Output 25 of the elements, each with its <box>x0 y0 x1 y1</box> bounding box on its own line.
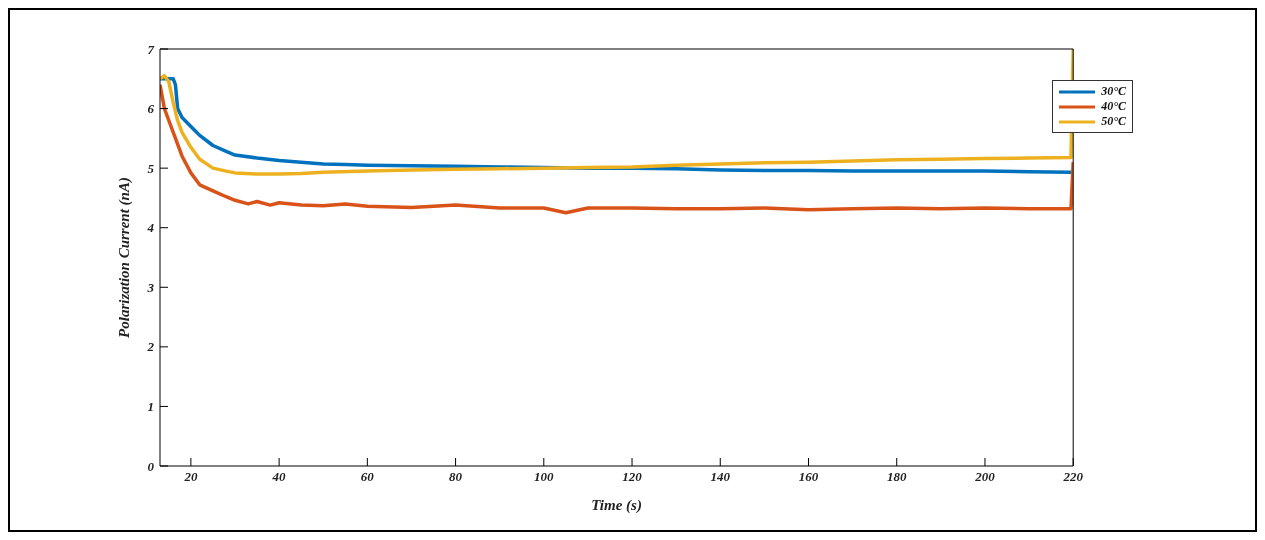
y-tick-label: 6 <box>147 101 155 117</box>
y-tick-label: 0 <box>147 458 155 474</box>
x-tick-label: 60 <box>360 469 375 485</box>
y-axis-title: Polarization Current (nA) <box>116 177 134 338</box>
x-axis-title: Time (s) <box>591 497 642 514</box>
x-tick-label: 160 <box>798 469 819 485</box>
x-tick-label: 200 <box>974 469 996 485</box>
x-tick-label: 80 <box>449 469 463 485</box>
x-tick-label: 40 <box>271 469 287 485</box>
x-tick-label: 140 <box>710 469 731 485</box>
y-tick-label: 5 <box>147 160 155 176</box>
x-tick-label: 20 <box>183 469 198 485</box>
legend-label: 40°C <box>1101 99 1126 114</box>
x-tick-label: 120 <box>622 469 643 485</box>
x-tick-label: 180 <box>886 469 907 485</box>
x-tick-label: 100 <box>534 469 555 485</box>
y-tick-label: 4 <box>146 220 155 236</box>
legend-label: 50°C <box>1101 114 1126 129</box>
y-tick-label: 1 <box>147 399 154 415</box>
y-tick-label: 7 <box>147 41 155 57</box>
y-tick-label: 3 <box>146 279 155 295</box>
y-tick-label: 2 <box>146 339 155 355</box>
legend-label: 30°C <box>1101 84 1126 99</box>
x-tick-label: 220 <box>1062 469 1084 485</box>
line-series <box>160 82 1074 215</box>
